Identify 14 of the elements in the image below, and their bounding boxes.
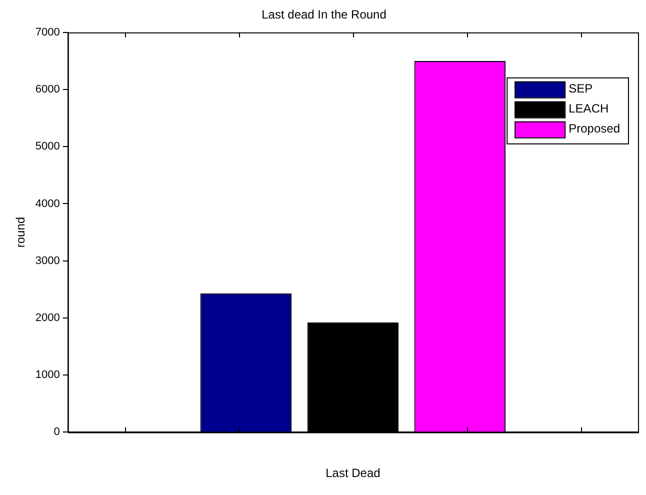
legend-label: SEP xyxy=(568,82,593,96)
y-tick-label: 2000 xyxy=(35,312,60,324)
y-tick-label: 5000 xyxy=(35,140,60,153)
y-tick-label: 4000 xyxy=(35,198,60,210)
y-tick-label: 0 xyxy=(54,426,60,438)
chart-title: Last dead In the Round xyxy=(262,8,386,22)
y-axis-title: round xyxy=(14,216,28,248)
y-tick-label: 6000 xyxy=(35,84,60,96)
y-tick-label: 3000 xyxy=(35,254,60,267)
legend-label: Proposed xyxy=(568,122,620,136)
y-tick-label: 7000 xyxy=(35,26,60,38)
x-axis-title: Last Dead xyxy=(326,466,380,480)
legend-label: LEACH xyxy=(568,102,609,116)
y-tick-label: 1000 xyxy=(35,369,60,382)
